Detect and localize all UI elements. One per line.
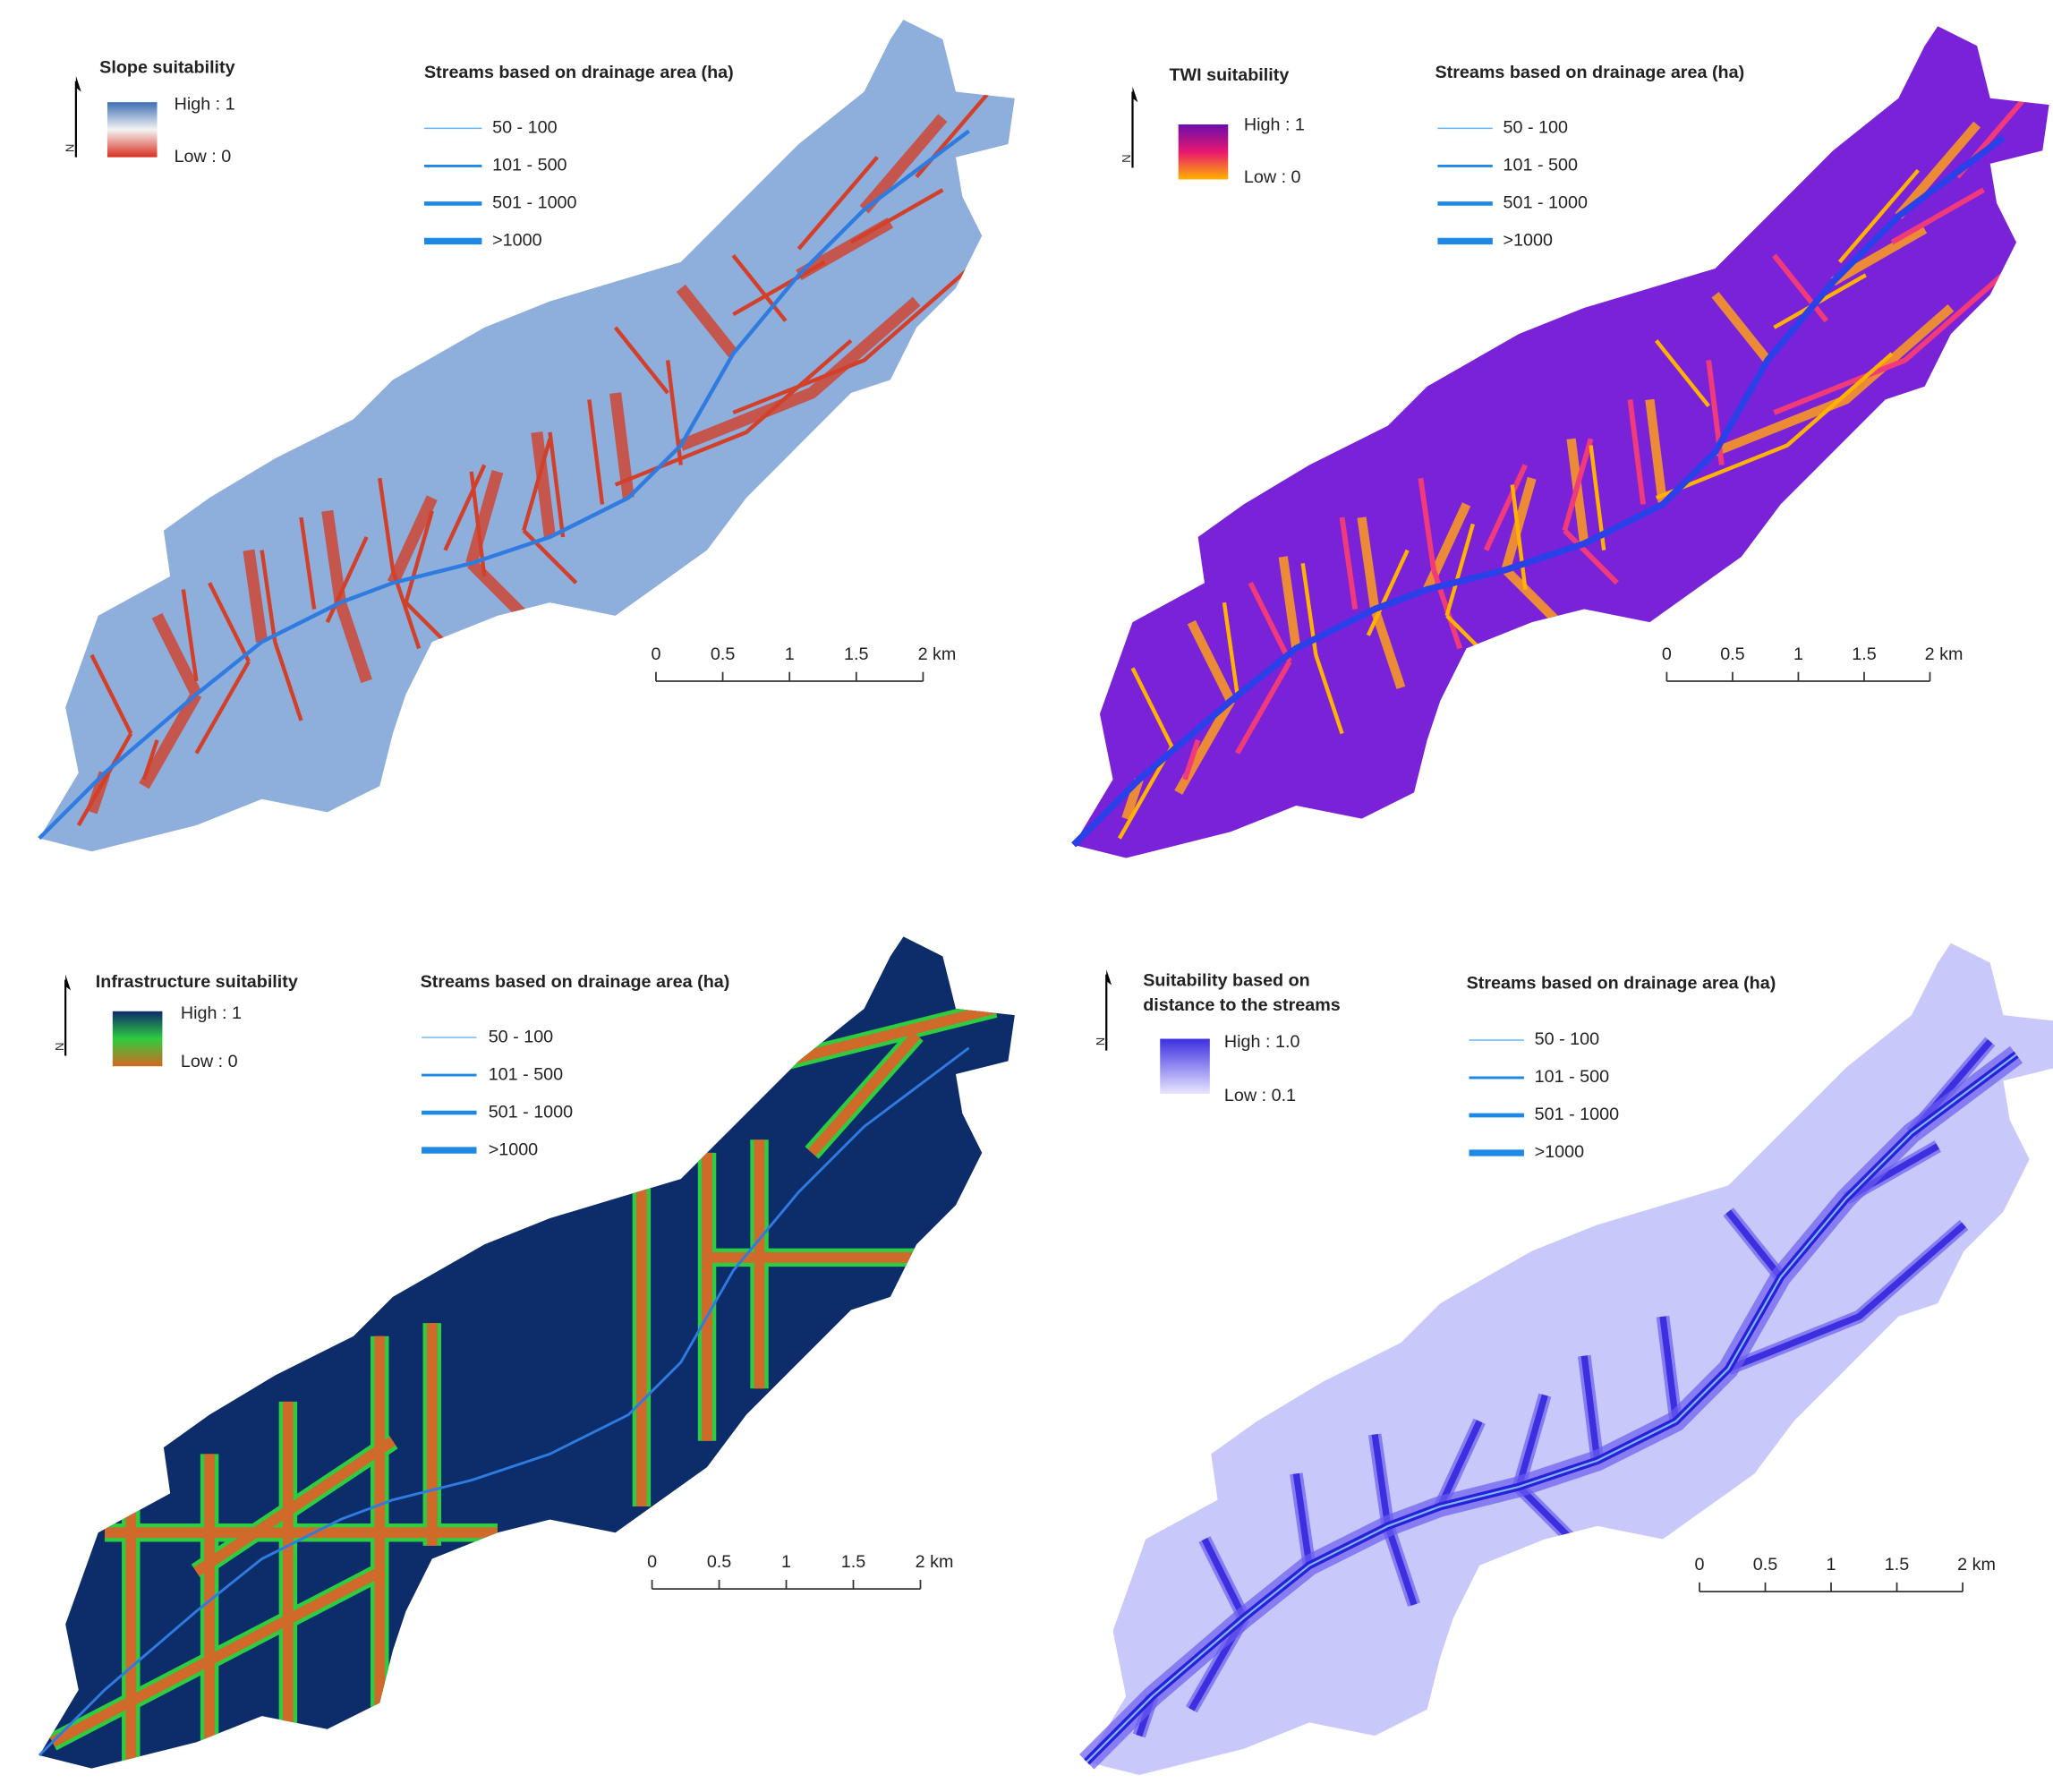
scale-label: 1 xyxy=(1827,1555,1836,1574)
scale-label: 0.5 xyxy=(711,644,735,664)
scale-label: 0 xyxy=(1694,1555,1704,1574)
legend-low: Low : 0 xyxy=(1244,167,1301,187)
legend-low: Low : 0 xyxy=(181,1052,238,1071)
scale-label: 2 km xyxy=(918,644,957,664)
infrastructure-map xyxy=(38,936,1015,1769)
streams-title: Streams based on drainage area (ha) xyxy=(424,63,734,82)
legend-title: Suitability based on xyxy=(1143,970,1310,990)
legend-low: Low : 0.1 xyxy=(1224,1086,1296,1105)
scale-label: 2 km xyxy=(1957,1555,1996,1574)
color-ramp xyxy=(112,1011,163,1067)
stream-class: 501 - 1000 xyxy=(492,193,576,213)
scale-label: 1.5 xyxy=(841,1552,865,1572)
legend-title: Infrastructure suitability xyxy=(96,972,298,992)
streams-title: Streams based on drainage area (ha) xyxy=(1467,973,1776,993)
stream-class: 50 - 100 xyxy=(489,1027,553,1046)
scale-label: 0 xyxy=(647,1552,657,1572)
stream-class: 101 - 500 xyxy=(492,156,566,175)
north-arrow-head xyxy=(1132,86,1138,103)
north-label: N xyxy=(1120,154,1133,163)
scale-label: 0.5 xyxy=(1753,1555,1777,1574)
stream-class: 101 - 500 xyxy=(1504,156,1578,175)
stream-class: 101 - 500 xyxy=(489,1064,563,1084)
scale-label: 0 xyxy=(651,644,660,664)
scale-label: 1 xyxy=(781,1552,791,1572)
scale-label: 0.5 xyxy=(1720,644,1744,664)
color-ramp xyxy=(1178,124,1229,180)
legend-high: High : 1 xyxy=(1244,115,1305,135)
scale-label: 1 xyxy=(1793,644,1803,664)
stream-class: >1000 xyxy=(1504,231,1553,251)
stream-class: 501 - 1000 xyxy=(1504,193,1588,213)
scale-label: 1 xyxy=(785,644,795,664)
north-label: N xyxy=(1094,1037,1107,1046)
stream-class: >1000 xyxy=(489,1139,538,1159)
north-arrow-head xyxy=(75,75,81,92)
stream-class: 50 - 100 xyxy=(1535,1029,1599,1049)
streams-title: Streams based on drainage area (ha) xyxy=(421,972,730,992)
legend-title: Slope suitability xyxy=(99,57,234,77)
scale-label: 2 km xyxy=(916,1552,954,1572)
scale-label: 1.5 xyxy=(1885,1555,1909,1574)
north-label: N xyxy=(63,144,76,153)
stream-class: 50 - 100 xyxy=(492,118,557,138)
legend-title: TWI suitability xyxy=(1169,65,1289,85)
stream-class: >1000 xyxy=(1535,1142,1584,1162)
streams-title: Streams based on drainage area (ha) xyxy=(1435,63,1744,82)
stream-class: 101 - 500 xyxy=(1535,1067,1609,1087)
north-arrow-head xyxy=(1106,969,1112,986)
scale-label: 0.5 xyxy=(707,1552,731,1572)
scale-label: 0 xyxy=(1662,644,1672,664)
legend-high: High : 1 xyxy=(181,1003,242,1023)
scale-label: 2 km xyxy=(1925,644,1964,664)
stream-class: 50 - 100 xyxy=(1504,118,1568,138)
legend-high: High : 1 xyxy=(175,94,235,114)
legend-high: High : 1.0 xyxy=(1224,1032,1300,1052)
stream-class: 501 - 1000 xyxy=(1535,1105,1619,1124)
legend-low: Low : 0 xyxy=(175,147,232,166)
stream-class: >1000 xyxy=(492,231,541,251)
stream-class: 501 - 1000 xyxy=(489,1102,573,1122)
scale-label: 1.5 xyxy=(1852,644,1876,664)
color-ramp xyxy=(1160,1038,1210,1094)
scale-label: 1.5 xyxy=(844,644,868,664)
legend-title: distance to the streams xyxy=(1143,995,1341,1015)
slope-map xyxy=(26,19,1015,851)
north-label: N xyxy=(53,1043,66,1052)
color-ramp xyxy=(106,102,158,158)
